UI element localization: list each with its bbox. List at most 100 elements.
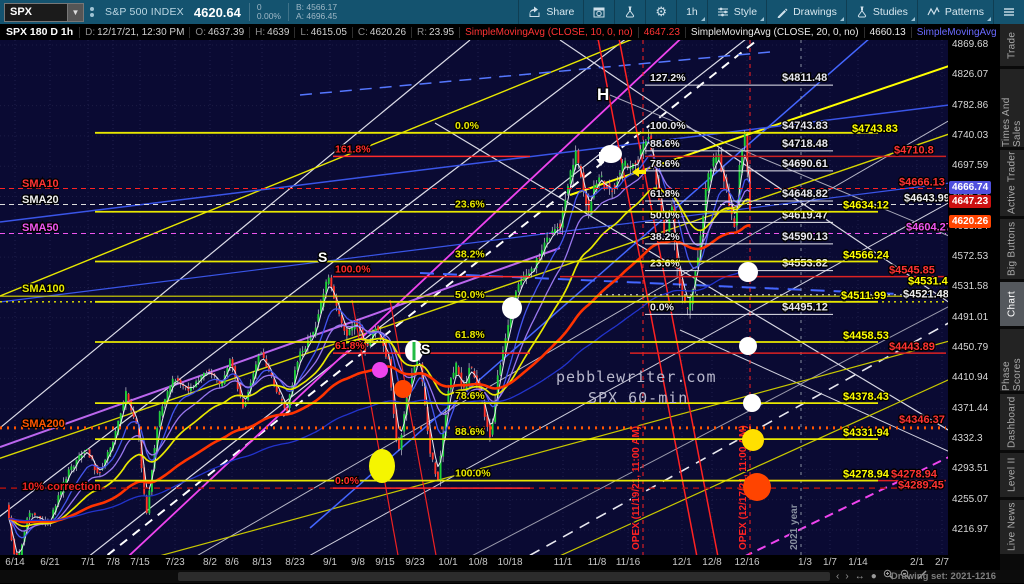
ma-lavender xyxy=(8,165,751,532)
toolbar-button-label: Drawings xyxy=(793,6,837,18)
toolbar-button-flask-icon[interactable] xyxy=(614,0,645,24)
sidebar-tab-times-and-sales[interactable]: Times And Sales xyxy=(1000,69,1024,147)
study-label[interactable]: SimpleMovingAvg (CLOSE, 50, 0, no) xyxy=(910,26,1000,38)
price-level-label: $4443.89 xyxy=(889,341,935,353)
chart-canvas[interactable]: OPEX (11/19/21, 11:00 AM) OPEX (12/17/21,… xyxy=(0,21,991,584)
time-axis-label: 11/8 xyxy=(587,557,607,568)
fib-percent-label: 0.0% xyxy=(335,475,360,487)
ma-blue xyxy=(8,154,751,539)
sidebar-tab-level-ii[interactable]: Level II xyxy=(1000,453,1024,497)
sidebar-tab-live-news[interactable]: Live News xyxy=(1000,500,1024,554)
symbol-link-icon[interactable] xyxy=(90,7,94,17)
annotation-label: S xyxy=(318,249,327,265)
scroll-left-icon[interactable]: ‹ xyxy=(836,571,840,582)
fibonacci-retracements: 127.2% $4811.48 100.0% $4743.83 88.6% $4718.4… xyxy=(95,71,878,489)
patterns-icon xyxy=(927,6,940,18)
bottom-scroll-bar: ‹ › ↔ ● Drawing set: 2021-1216 xyxy=(0,569,1024,584)
draw-icon[interactable] xyxy=(917,569,928,584)
gear-icon: ⚙ xyxy=(655,4,668,19)
price-level-label: $4566.24 xyxy=(843,249,890,261)
bid-value: B: 4566.17 xyxy=(295,2,338,12)
chart-header: SPX 180 D 1h D: 12/17/21, 12:30 PM O: 4637.… xyxy=(0,24,1000,40)
ohlc-field: H: 4639 xyxy=(249,26,294,38)
text-annotations: H S S 10% correction SMA10 SMA20 SMA50 SMA100 SM… xyxy=(21,84,611,495)
price-axis-badge: 4620.26 xyxy=(949,214,992,228)
svg-text:SPX 60-min: SPX 60-min xyxy=(588,389,688,407)
price-level-label: $4743.83 xyxy=(852,123,898,135)
sidebar-tab-phase-scores[interactable]: Phase Scores xyxy=(1000,329,1024,391)
price-level-label: $4346.37 xyxy=(899,414,945,426)
time-axis-label: 7/23 xyxy=(165,557,185,568)
ohlc-field: R: 23.95 xyxy=(411,26,459,38)
circle-markers xyxy=(369,145,771,501)
time-axis-label: 10/8 xyxy=(468,557,488,568)
chart-zoom-controls: ‹ › ↔ ● xyxy=(836,569,928,584)
price-level-label: $4278.94 xyxy=(843,469,890,481)
zoom-out-icon[interactable] xyxy=(900,569,911,584)
fib-percent-label: 78.6% xyxy=(650,158,680,170)
watermark: pebblewriter.com SPX 60-min xyxy=(556,368,716,407)
sidebar-tab-active-trader[interactable]: Active Trader xyxy=(1000,150,1024,216)
toolbar-button-studies[interactable]: Studies xyxy=(845,0,917,24)
sidebar-tab-trade[interactable]: Trade xyxy=(1000,24,1024,66)
change-percent: 0.00% xyxy=(256,11,281,21)
toolbar-buttons: Share ⚙ 1h Style Drawings Studies Patterns xyxy=(518,0,1024,24)
fib-percent-label: 100.0% xyxy=(335,264,371,276)
toolbar-button-menu-icon[interactable] xyxy=(993,0,1024,24)
top-toolbar: SPX ▼ S&P 500 INDEX 4620.64 0 0.00% B: 4… xyxy=(0,0,1024,25)
toolbar-button-calendar-icon[interactable] xyxy=(583,0,614,24)
fib-price-label: $4811.48 xyxy=(782,72,827,84)
fib-percent-label: 38.2% xyxy=(650,231,680,243)
toolbar-button-style[interactable]: Style xyxy=(706,0,766,24)
fib-percent-label: 0.0% xyxy=(650,301,675,313)
trendlines xyxy=(0,21,991,584)
sidebar-tab-chart[interactable]: Chart xyxy=(1000,282,1024,326)
svg-text:OPEX (11/19/21, 11:00 AM): OPEX (11/19/21, 11:00 AM) xyxy=(631,426,642,550)
price-level-label: $4289.45 xyxy=(898,479,944,491)
time-axis-label: 7/8 xyxy=(106,557,120,568)
toolbar-button-drawings[interactable]: Drawings xyxy=(766,0,846,24)
scrollbar-thumb[interactable] xyxy=(178,572,830,581)
price-axis-label: 4371.44 xyxy=(952,402,989,414)
time-axis-label: 12/8 xyxy=(702,557,722,568)
price-level-label: $4545.85 xyxy=(889,265,935,277)
price-level-label: $4378.43 xyxy=(843,391,889,403)
zoom-in-icon[interactable] xyxy=(883,569,894,584)
time-axis[interactable]: 6/14 6/21 7/1 7/8 7/15 7/23 8/2 8/6 8/13 8/23 9/1 9… xyxy=(0,555,1000,570)
toolbar-button-1h[interactable]: 1h xyxy=(676,0,707,24)
sidebar-tab-dashboard[interactable]: Dashboard xyxy=(1000,394,1024,450)
time-axis-label: 6/21 xyxy=(40,557,60,568)
bid-ask-block: B: 4566.17 A: 4696.45 xyxy=(287,2,344,21)
pan-icon[interactable]: ↔ xyxy=(854,571,865,582)
symbol-select[interactable]: SPX ▼ xyxy=(4,2,84,22)
symbol-value: SPX xyxy=(10,6,33,18)
study-label[interactable]: SimpleMovingAvg (CLOSE, 10, 0, no) xyxy=(459,26,638,38)
index-name: S&P 500 INDEX xyxy=(105,6,184,18)
price-level-label: $4458.53 xyxy=(843,330,889,342)
price-axis-badge: 4647.23 xyxy=(949,195,992,209)
fib-percent-label: 100.0% xyxy=(650,120,686,132)
time-axis-label: 1/14 xyxy=(848,557,868,568)
toolbar-button-gear-icon[interactable]: ⚙ xyxy=(645,0,676,24)
menu-icon xyxy=(1003,6,1015,18)
annotation-label: SMA200 xyxy=(22,418,65,430)
price-level-labels: $4743.83 $4710.8 $4666.13 $4643.99 $4634.12 $… xyxy=(840,122,955,493)
fib-percent-label: 23.6% xyxy=(455,199,485,211)
price-axis[interactable]: 4869.684826.074782.864740.034697.594655.… xyxy=(948,39,1000,570)
auto-scale-icon[interactable]: ● xyxy=(870,571,877,582)
fib-percent-label: 88.6% xyxy=(455,426,485,438)
price-axis-label: 4293.51 xyxy=(952,463,989,475)
time-axis-label: 8/2 xyxy=(203,557,217,568)
toolbar-button-label: Patterns xyxy=(944,6,984,18)
chevron-down-icon[interactable]: ▼ xyxy=(67,3,83,21)
sidebar-tab-big-buttons[interactable]: Big Buttons xyxy=(1000,219,1024,279)
fib-percent-label: 61.8% xyxy=(650,188,680,200)
annotation-label: SMA100 xyxy=(22,283,65,295)
study-label[interactable]: SimpleMovingAvg (CLOSE, 20, 0, no) xyxy=(684,26,864,38)
time-axis-label: 9/15 xyxy=(375,557,395,568)
price-level-label: $4531.43 xyxy=(908,275,948,287)
change-value: 0 xyxy=(256,2,262,12)
toolbar-button-share[interactable]: Share xyxy=(518,0,583,24)
toolbar-button-patterns[interactable]: Patterns xyxy=(916,0,993,24)
scroll-right-icon[interactable]: › xyxy=(845,571,849,582)
